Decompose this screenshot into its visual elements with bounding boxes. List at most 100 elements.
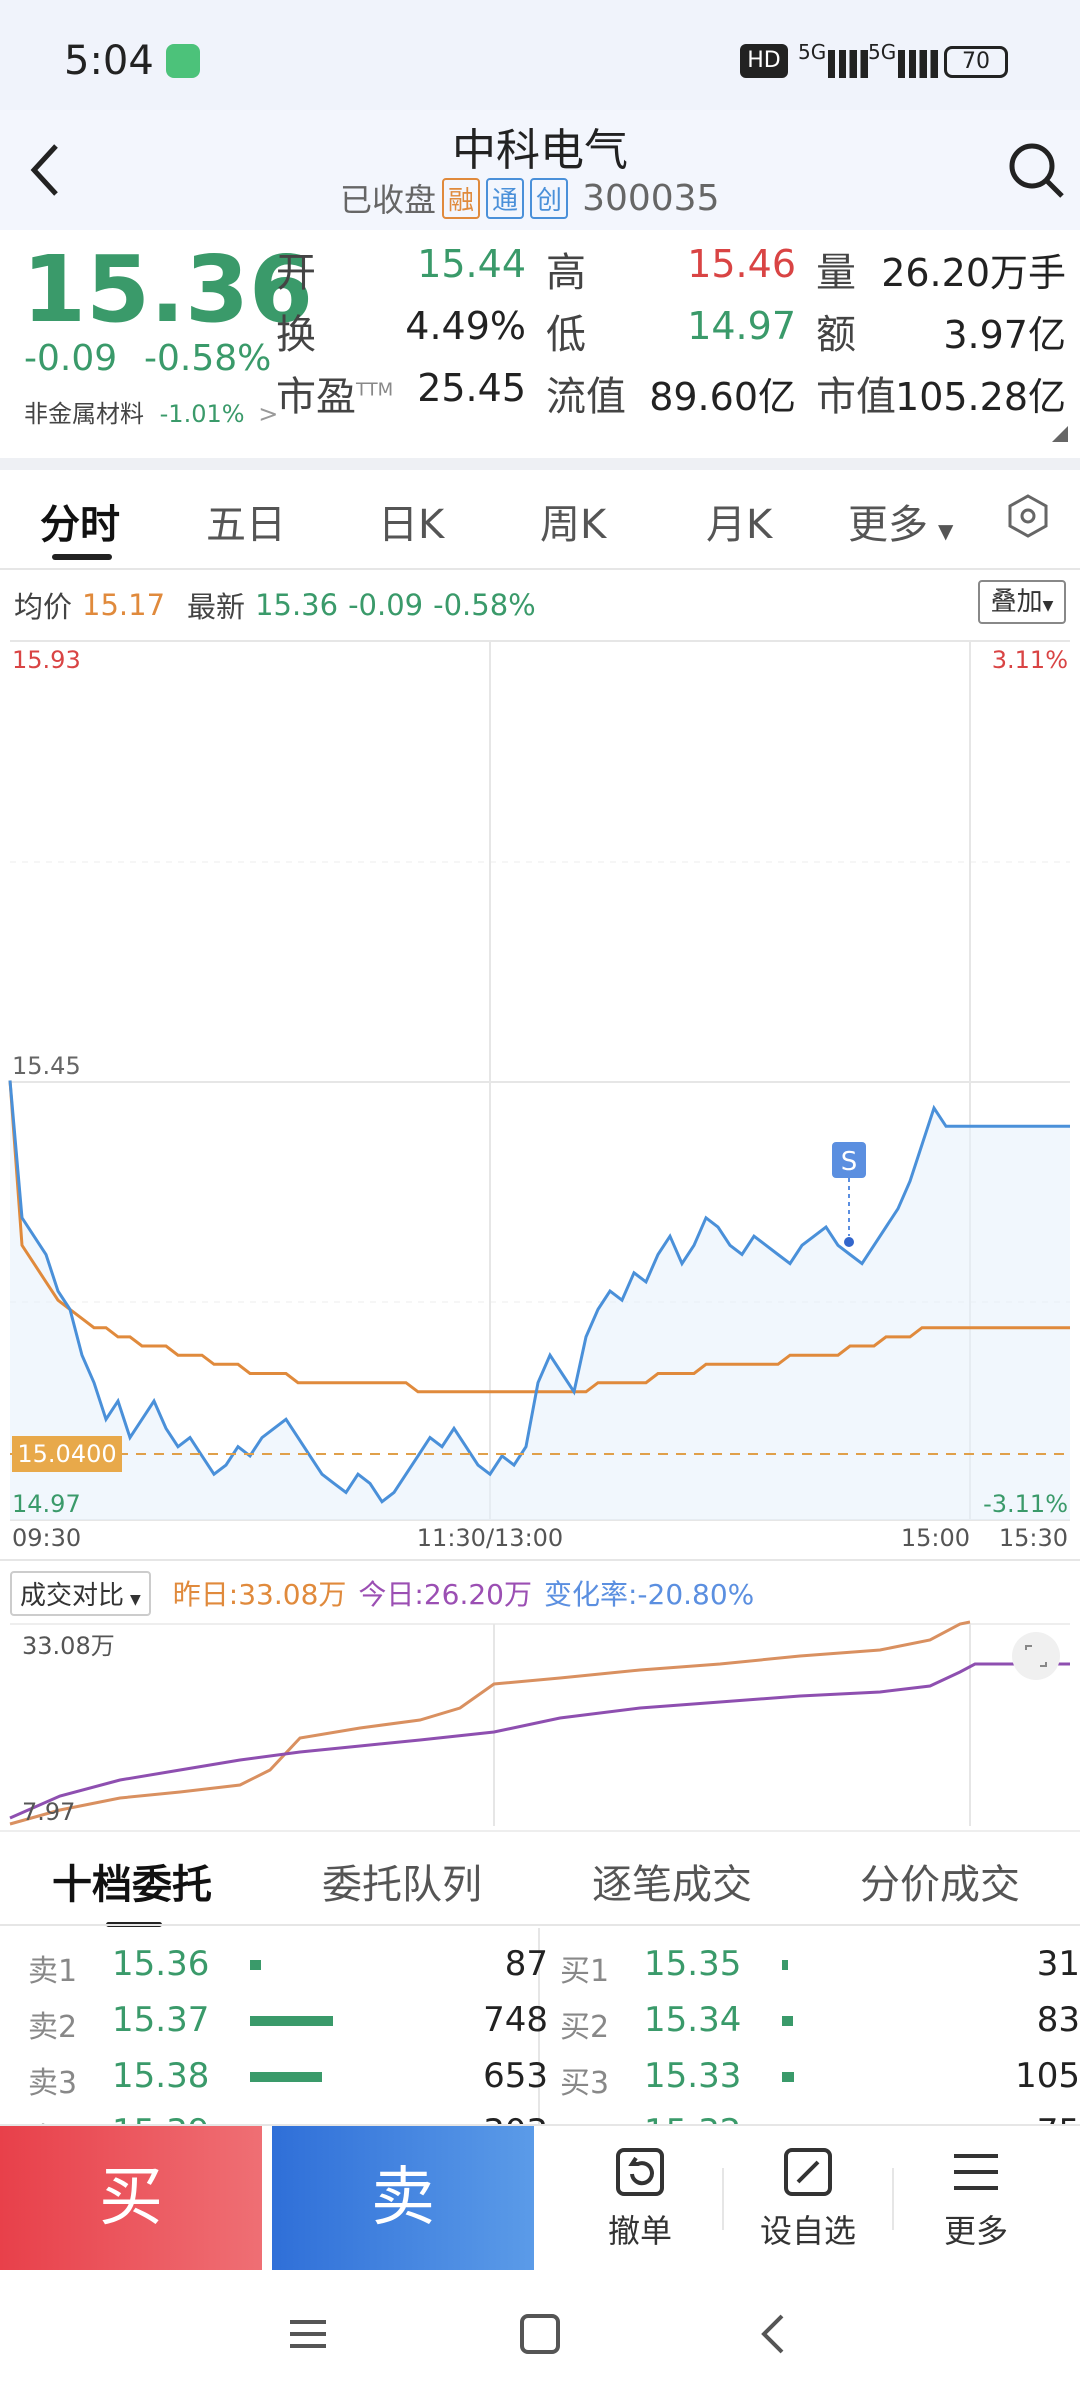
market-status: 已收盘 (340, 181, 437, 219)
tab-five-day-label: 五日 (206, 502, 286, 548)
price-change: -0.09 (24, 338, 118, 379)
avg-price-line (8, 1080, 1070, 1394)
avg-value: 15.17 (82, 588, 166, 622)
tab-five-day[interactable]: 五日 (206, 492, 286, 550)
orderbook-tabs-divider (0, 1924, 1080, 1926)
field-open-label: 开 (276, 250, 316, 296)
sell-row[interactable]: 卖1 15.36 87 (28, 1940, 548, 1996)
tab-monthly-k[interactable]: 月K (706, 492, 772, 550)
sector-pct: -1.01% (159, 400, 245, 428)
field-high-value: 15.46 (687, 242, 796, 286)
sell-level-label: 卖2 (28, 2010, 78, 2045)
sell-row[interactable]: 卖2 15.37 748 (28, 1996, 548, 2052)
tab-price-volume[interactable]: 分价成交 (860, 1852, 1020, 1910)
sell-row[interactable]: 卖4 15.39 303 (28, 2108, 548, 2124)
buy-level-bar (782, 2016, 793, 2026)
chart-settings-icon[interactable] (1004, 492, 1052, 540)
buy-button-label: 买 (99, 2161, 163, 2235)
status-time: 5:04 (64, 38, 154, 84)
sell-level-qty: 653 (483, 2056, 548, 2096)
volume-compare-chart[interactable]: 33.08万 7.97 (0, 1620, 1080, 1830)
quote-panel: 15.36 -0.09 -0.58% 非金属材料 -1.01% > 开 15.4… (0, 230, 1080, 450)
expand-corner-icon[interactable] (1052, 426, 1068, 442)
buy-row[interactable]: 买1 15.35 31 (560, 1940, 1080, 1996)
sell-button-label: 卖 (371, 2161, 435, 2235)
tab-daily-k-label: 日K (378, 502, 445, 548)
cancel-order-button[interactable]: 撤单 (570, 2144, 710, 2254)
network-label-2: 5G (868, 40, 897, 64)
buy-level-qty: 105 (1015, 2056, 1080, 2096)
buy-level-price: 15.32 (644, 2112, 741, 2124)
buy-button[interactable]: 买 (0, 2126, 262, 2270)
field-turnover-label: 换 (276, 312, 316, 358)
sell-row[interactable]: 卖3 15.38 653 (28, 2052, 548, 2108)
y-label-bottom: 14.97 (12, 1490, 81, 1518)
volume-change: 变化率:-20.80% (543, 1578, 755, 1611)
nav-menu-icon[interactable] (286, 2312, 330, 2356)
price-change-pct: -0.58% (144, 338, 272, 379)
reference-tag: 15.0400 (17, 1440, 116, 1468)
field-pe-label: 市盈TTM (276, 364, 393, 422)
sell-level-price: 15.39 (112, 2112, 209, 2124)
edit-icon (784, 2148, 832, 2196)
tag-gem: 创 (530, 177, 569, 219)
hd-icon: HD (740, 44, 788, 78)
volume-caret-icon: ▼ (130, 1591, 141, 1608)
fullscreen-icon-bg[interactable] (1012, 1632, 1060, 1680)
signal-marker-box[interactable] (832, 1142, 866, 1178)
buy-row[interactable]: 买4 15.32 75 (560, 2108, 1080, 2124)
tab-queue[interactable]: 委托队列 (322, 1852, 482, 1910)
x-label-after: 15:30 (999, 1524, 1068, 1552)
field-amount-value: 3.97亿 (943, 313, 1066, 357)
buy-level-label: 买1 (560, 1954, 610, 1989)
buy-row[interactable]: 买3 15.33 105 (560, 2052, 1080, 2108)
tab-more[interactable]: 更多 ▼ (848, 492, 953, 550)
tab-ticks[interactable]: 逐笔成交 (592, 1852, 752, 1910)
network-label-1: 5G (798, 40, 827, 64)
tab-intraday[interactable]: 分时 (40, 492, 120, 550)
nav-home-icon[interactable] (518, 2312, 562, 2356)
overlay-button[interactable]: 叠加▼ (978, 580, 1066, 624)
y-label-top: 15.93 (12, 646, 81, 674)
field-amount-label: 额 (816, 312, 856, 358)
vol-y-top: 33.08万 (22, 1632, 115, 1660)
field-low-label: 低 (546, 312, 586, 358)
battery-level: 70 (962, 49, 990, 74)
orderbook: 卖115.3687卖215.37748卖315.38653卖415.39303 … (0, 1928, 1080, 2124)
sell-level-label: 卖1 (28, 1954, 78, 1989)
field-pe-value: 25.45 (417, 366, 526, 410)
stock-subtitle: 已收盘 融 通 创 300035 (340, 176, 720, 220)
search-icon[interactable] (1004, 138, 1068, 202)
buy-level-price: 15.33 (644, 2056, 742, 2096)
more-button[interactable]: 更多 (906, 2144, 1046, 2254)
add-watchlist-button[interactable]: 设自选 (738, 2144, 878, 2254)
tab-depth-label: 十档委托 (52, 1862, 212, 1908)
tabs-divider (0, 568, 1080, 570)
sell-button[interactable]: 卖 (272, 2126, 534, 2270)
caret-down-icon: ▼ (938, 519, 954, 543)
buy-level-qty: 83 (1036, 2000, 1080, 2040)
more-label: 更多 (943, 2212, 1008, 2250)
tab-weekly-k[interactable]: 周K (540, 492, 606, 550)
sector-link[interactable]: 非金属材料 -1.01% > (24, 394, 278, 429)
sell-level-label: 卖4 (28, 2114, 77, 2124)
intraday-chart[interactable]: S 15.93 15.45 14.97 3.11% -3.11% 15.0400… (0, 636, 1080, 1586)
sell-level-bar (250, 2016, 333, 2026)
volume-compare-label: 成交对比 (20, 1580, 125, 1611)
volume-compare-select[interactable]: 成交对比 ▼ (10, 1570, 151, 1616)
action-divider-2 (892, 2168, 894, 2230)
tab-queue-label: 委托队列 (322, 1862, 482, 1908)
field-market-cap-value: 105.28亿 (895, 375, 1066, 419)
back-icon[interactable] (22, 140, 72, 200)
tab-depth[interactable]: 十档委托 (52, 1852, 212, 1910)
orderbook-tabs: 十档委托 委托队列 逐笔成交 分价成交 (0, 1830, 1080, 1927)
overlay-label: 叠加 (990, 587, 1043, 617)
tab-weekly-k-label: 周K (540, 502, 607, 548)
y-pct-top: 3.11% (992, 646, 1068, 674)
tab-monthly-k-label: 月K (706, 502, 773, 548)
sell-level-qty: 748 (483, 2000, 548, 2040)
stock-header: 中科电气 已收盘 融 通 创 300035 (0, 110, 1080, 230)
tab-daily-k[interactable]: 日K (378, 492, 444, 550)
nav-back-icon[interactable] (752, 2312, 796, 2356)
buy-row[interactable]: 买2 15.34 83 (560, 1996, 1080, 2052)
